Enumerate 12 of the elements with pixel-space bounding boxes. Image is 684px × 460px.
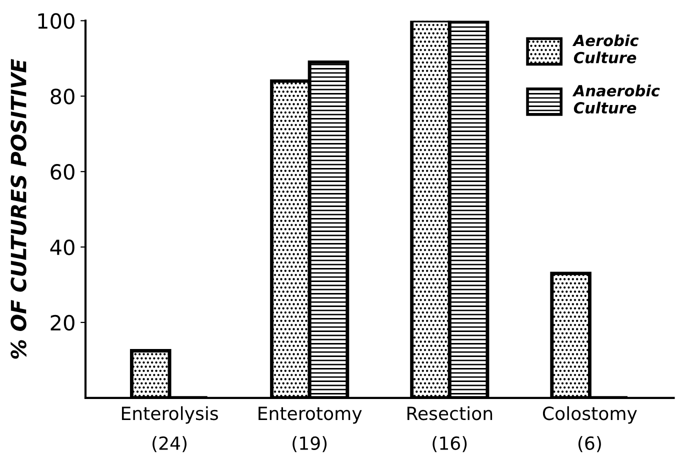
y-tick-label: 80: [50, 88, 74, 104]
legend-label: Anaerobic Culture: [572, 84, 660, 114]
y-tick-label: 60: [50, 164, 74, 180]
legend-label: Aerobic Culture: [572, 34, 639, 64]
y-tick-label: 100: [38, 13, 74, 29]
x-tick-label: Resection (16): [407, 406, 492, 452]
y-axis-title: % OF CULTURES POSITIVE: [10, 59, 26, 359]
x-tick-label: Enterotomy (19): [258, 406, 362, 452]
y-tick-label: 40: [50, 239, 74, 256]
y-tick-label: 20: [50, 314, 74, 331]
x-tick-label: Colostomy (6): [542, 406, 637, 452]
x-tick-label: Enterolysis (24): [122, 406, 218, 452]
